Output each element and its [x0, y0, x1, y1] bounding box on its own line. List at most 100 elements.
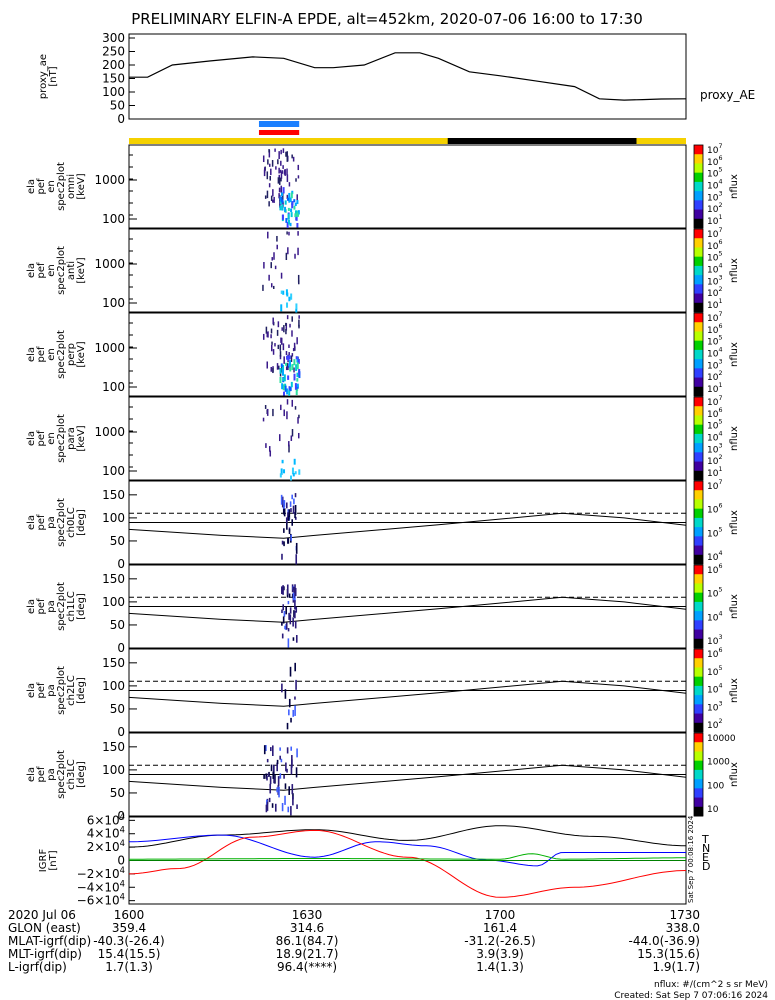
- spec_perp-spectrum-pixel: [279, 376, 282, 384]
- ch1lc-ytick-label: 0: [117, 641, 125, 655]
- ch3lc-pitch-pixel: [269, 776, 272, 785]
- spec_para-ylabel-line: para: [66, 427, 77, 450]
- spec_anti-spectrum-pixel: [280, 290, 283, 294]
- spec_perp-spectrum-pixel: [284, 383, 287, 388]
- footer-cell: GLON (east): [8, 921, 81, 935]
- ch3lc-ylabel-line: ch3LC: [66, 759, 77, 790]
- spec_perp-frame: [128, 312, 687, 397]
- ch2lc-colorbar-tick: 106: [707, 647, 722, 660]
- ch3lc-pitch-pixel: [272, 745, 274, 756]
- spec_anti-spectrum-pixel: [272, 285, 275, 289]
- spec_para-spectrum-pixel: [288, 444, 290, 453]
- footer-cell: 1630: [292, 908, 323, 922]
- ch2lc-ytick-label: 0: [117, 725, 125, 739]
- spec_omni-spectrum-pixel: [286, 155, 289, 162]
- ch0lc-colorbar-tick: 107: [707, 479, 722, 492]
- spec_omni-spectrum-pixel: [270, 168, 272, 176]
- spec_perp-spectrum-pixel: [295, 356, 298, 360]
- spec_omni-colorbar-segment: [694, 200, 703, 211]
- spec_omni-colorbar-segment: [694, 172, 703, 183]
- spec_omni-spectrum-pixel: [270, 195, 273, 201]
- ch3lc-pitch-pixel: [295, 767, 298, 778]
- spec_omni-spectrum-pixel: [281, 214, 284, 220]
- ch3lc-colorbar-tick: 100: [707, 781, 724, 791]
- ch1lc-pitch-pixel: [285, 622, 288, 630]
- spec_anti-spectrum-pixel: [270, 262, 272, 269]
- spec_anti-spectrum-pixel: [285, 289, 288, 296]
- spec_omni-spectrum-pixel: [291, 203, 294, 209]
- spec_para-colorbar-tick: 106: [707, 407, 722, 420]
- spec_perp-spectrum-pixel: [285, 366, 288, 371]
- ch0lc-pitch-pixel: [283, 541, 285, 547]
- spec_para-spectrum-pixel: [280, 404, 282, 411]
- spec_anti-spectrum-pixel: [298, 280, 300, 285]
- ch3lc-pitch-pixel: [291, 784, 294, 795]
- ch2lc-ylabel-line: pef: [36, 682, 47, 699]
- spec_para-spectrum-pixel: [298, 432, 300, 439]
- spec_para-spectrum-pixel: [265, 443, 267, 448]
- ch1lc-colorbar-segment: [694, 629, 703, 640]
- ch3lc-ylabel-line: ela: [26, 767, 37, 782]
- spec_perp-colorbar-tick: 105: [707, 335, 722, 348]
- ch1lc-colorbar-frame: [693, 564, 704, 649]
- spec_perp-colorbar-segment: [694, 322, 703, 332]
- ch2lc-ylabel-line: ela: [26, 683, 37, 698]
- spec_omni-spectrum-pixel: [297, 175, 300, 179]
- spec_omni-colorbar-tick: 107: [707, 143, 722, 156]
- spec_omni-spectrum-pixel: [290, 192, 293, 199]
- ch0lc-pitch-pixel: [281, 540, 284, 545]
- spec_anti-spectrum-pixel: [297, 247, 299, 256]
- ch3lc-pitch-pixel: [276, 762, 278, 772]
- ch0lc-colorbar-tick: 106: [707, 503, 722, 516]
- ch1lc-pitch-pixel: [295, 606, 298, 613]
- proxy-ae-ytick-label: 50: [110, 99, 125, 113]
- igrf-ytick-label: 0: [117, 854, 125, 868]
- ch3lc-pitch-pixel: [278, 786, 280, 798]
- spec_perp-spectrum-pixel: [282, 364, 285, 371]
- spec_para-spectrum-pixel: [288, 441, 290, 447]
- ch3lc-pitch-pixel: [287, 806, 290, 813]
- ch1lc-ytick-label: 150: [102, 572, 125, 586]
- spec_para-colorbar-segment: [694, 443, 703, 453]
- ch1lc-pitch-pixel: [291, 593, 294, 599]
- ch0lc-pitch-pixel: [283, 528, 285, 533]
- spec_para-ytick-label: 100: [102, 464, 125, 478]
- spec_anti-colorbar-segment: [694, 284, 703, 295]
- ch3lc-pitch-pixel: [273, 776, 275, 784]
- spec_perp-spectrum-pixel: [283, 325, 285, 333]
- spec_perp-spectrum-pixel: [267, 331, 269, 338]
- ch2lc-pitch-pixel: [288, 698, 291, 708]
- spec_omni-spectrum-pixel: [278, 187, 281, 193]
- ch3lc-colorbar-segment: [694, 769, 703, 780]
- spec_omni-colorbar-segment: [694, 163, 703, 174]
- spec_omni-spectrum-pixel: [280, 177, 282, 182]
- spec_para-spectrum-pixel: [297, 417, 299, 424]
- spec_anti-colorbar-segment: [694, 302, 703, 313]
- ch1lc-ylabel-line: ch1LC: [66, 591, 77, 622]
- spec_perp-colorbar-tick: 101: [707, 382, 722, 395]
- ch0lc-pitch-pixel: [283, 500, 285, 509]
- ch0lc-ylabel-line: [deg]: [76, 509, 87, 536]
- proxy-ae-ytick-label: 250: [102, 45, 125, 59]
- ch2lc-colorbar-tick: 104: [707, 683, 722, 696]
- spec_perp-spectrum-pixel: [276, 329, 279, 336]
- spec_perp-spectrum-pixel: [296, 372, 299, 378]
- spec_perp-spectrum-pixel: [293, 342, 296, 350]
- spec_omni-spectrum-pixel: [278, 167, 280, 174]
- spec_para-spectrum-pixel: [278, 434, 281, 442]
- ch1lc-colorbar-segment: [694, 611, 703, 621]
- spec_para-colorbar-segment: [694, 406, 703, 416]
- spec_omni-spectrum-pixel: [273, 196, 275, 203]
- spec_para-colorbar-tick: 104: [707, 431, 722, 444]
- ch1lc-pitch-pixel: [287, 600, 290, 605]
- spec_para-spectrum-pixel: [292, 472, 295, 477]
- spec_omni-spectrum-pixel: [280, 149, 282, 155]
- igrf-ylabel-line: [nT]: [48, 850, 59, 870]
- spec_perp-spectrum-pixel: [288, 355, 291, 360]
- spec_para-spectrum-pixel: [298, 469, 301, 475]
- ch3lc-pitch-pixel: [263, 774, 265, 779]
- ch1lc-pitch-pixel: [287, 628, 290, 632]
- ch2lc-pitch-pixel: [288, 709, 290, 716]
